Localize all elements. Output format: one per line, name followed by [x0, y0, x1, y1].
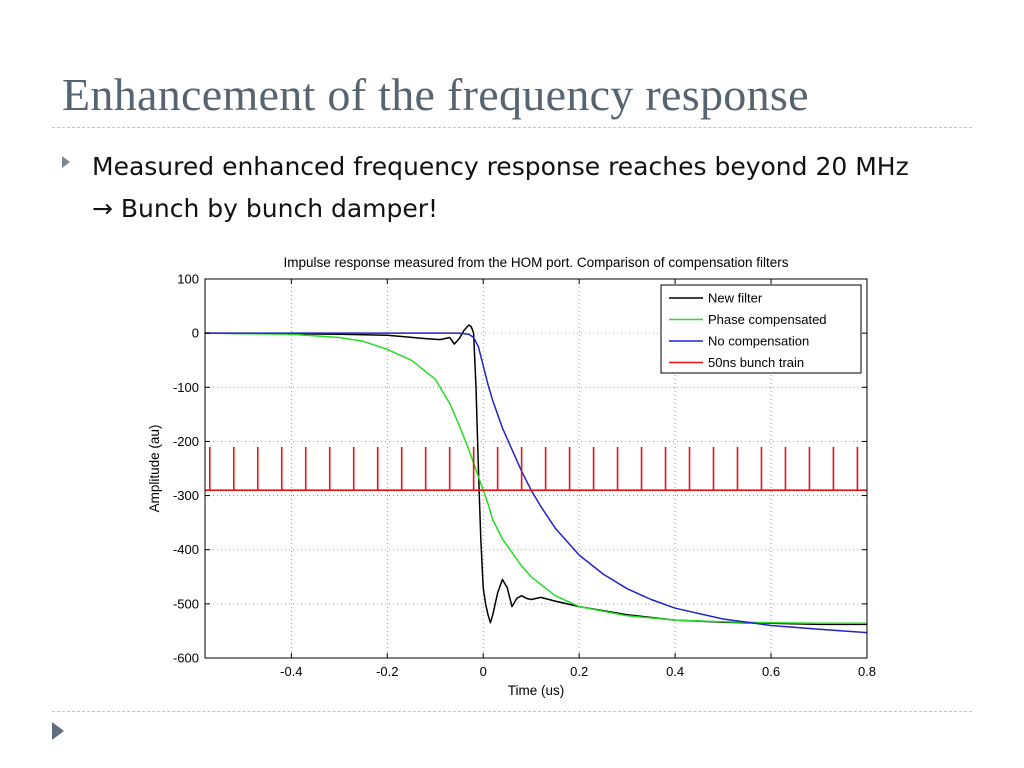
bullet-text: Measured enhanced frequency response rea… [92, 146, 932, 230]
x-tick-label: -0.4 [280, 664, 302, 679]
x-tick-label: 0 [480, 664, 487, 679]
x-tick-label: 0.2 [570, 664, 588, 679]
y-tick-label: 100 [177, 272, 199, 287]
title-divider [52, 127, 972, 128]
bullet-triangle-icon [62, 156, 70, 168]
chart-title: Impulse response measured from the HOM p… [284, 255, 789, 270]
bullet-text-part2: Bunch by bunch damper! [120, 194, 439, 223]
y-tick-label: -600 [173, 651, 199, 666]
legend-label-50ns-bunch-train: 50ns bunch train [708, 355, 804, 370]
footer-divider [52, 711, 972, 712]
y-tick-label: -500 [173, 596, 199, 611]
legend-label-new-filter: New filter [708, 291, 763, 306]
x-tick-label: 0.4 [666, 664, 684, 679]
legend-box [660, 284, 862, 374]
x-tick-label: 0.8 [858, 664, 876, 679]
y-tick-label: -100 [173, 380, 199, 395]
plot-frame [204, 278, 868, 659]
series-line-no-compensation [205, 332, 868, 634]
bullet-text-part1: Measured enhanced frequency response rea… [92, 152, 909, 181]
y-tick-label: -400 [173, 542, 199, 557]
series-layer [204, 324, 868, 634]
y-axis-label: Amplitude (au) [147, 425, 162, 513]
slide-title: Enhancement of the frequency response [62, 69, 809, 120]
x-tick-label: 0.6 [762, 664, 780, 679]
series-line-new-filter [204, 324, 867, 626]
tick-layer: -0.4 -0.2 0 0.2 0.4 0.6 0.8 100 0 -100 -200 -300 -40… [173, 272, 876, 680]
x-tick-label: -0.2 [376, 664, 398, 679]
slide-nav-triangle-icon [52, 722, 64, 740]
y-tick-label: -300 [173, 488, 199, 503]
bullet-arrow-icon: → [92, 194, 113, 223]
impulse-response-chart: Impulse response measured from the HOM p… [130, 244, 890, 704]
legend: New filter Phase compensated No compensati… [660, 284, 862, 374]
series-line-phase-compensated [204, 332, 867, 625]
x-axis-label: Time (us) [508, 683, 565, 698]
y-tick-label: 0 [192, 326, 199, 341]
legend-label-phase-compensated: Phase compensated [708, 312, 827, 327]
legend-label-no-compensation: No compensation [708, 334, 809, 349]
y-tick-label: -200 [173, 434, 199, 449]
chart-container: Impulse response measured from the HOM p… [130, 244, 890, 709]
